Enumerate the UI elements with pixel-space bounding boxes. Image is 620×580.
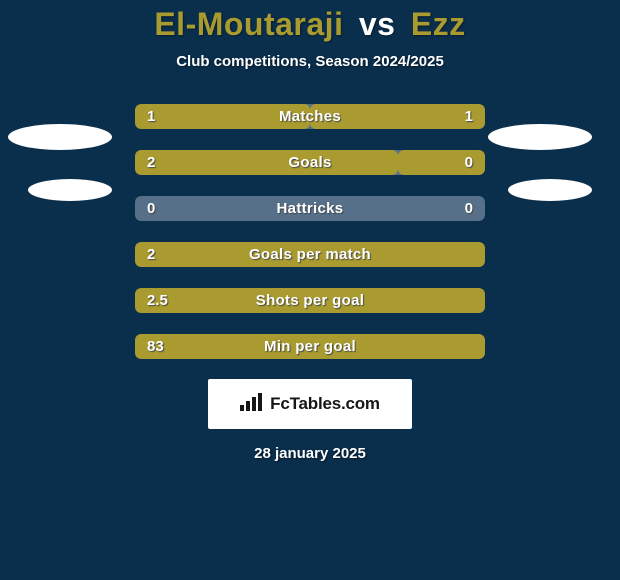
decor-ellipse [8,124,112,150]
source-badge: FcTables.com [208,379,412,429]
decor-ellipse [488,124,592,150]
title-player1: El-Moutaraji [154,6,343,42]
decor-ellipse [508,179,592,201]
title-player2: Ezz [411,6,466,42]
stat-label: Hattricks [135,196,485,221]
stat-row: 83Min per goal [135,334,485,359]
stat-row: 00Hattricks [135,196,485,221]
title-vs: vs [359,6,396,42]
page-title: El-Moutaraji vs Ezz [154,6,465,43]
stat-row: 2Goals per match [135,242,485,267]
decor-ellipse [28,179,112,201]
bars-icon [240,393,264,416]
stat-label: Goals [135,150,485,175]
stat-label: Min per goal [135,334,485,359]
subtitle: Club competitions, Season 2024/2025 [176,53,444,70]
date-label: 28 january 2025 [254,445,366,462]
stat-label: Goals per match [135,242,485,267]
badge-text: FcTables.com [270,394,380,414]
stat-row: 20Goals [135,150,485,175]
stat-row: 2.5Shots per goal [135,288,485,313]
stat-row: 11Matches [135,104,485,129]
stat-label: Matches [135,104,485,129]
stats-bars: 11Matches 20Goals 00Hattricks 2Goals per ma… [135,104,485,359]
chart-content: El-Moutaraji vs Ezz Club competitions, S… [0,0,620,580]
stat-label: Shots per goal [135,288,485,313]
